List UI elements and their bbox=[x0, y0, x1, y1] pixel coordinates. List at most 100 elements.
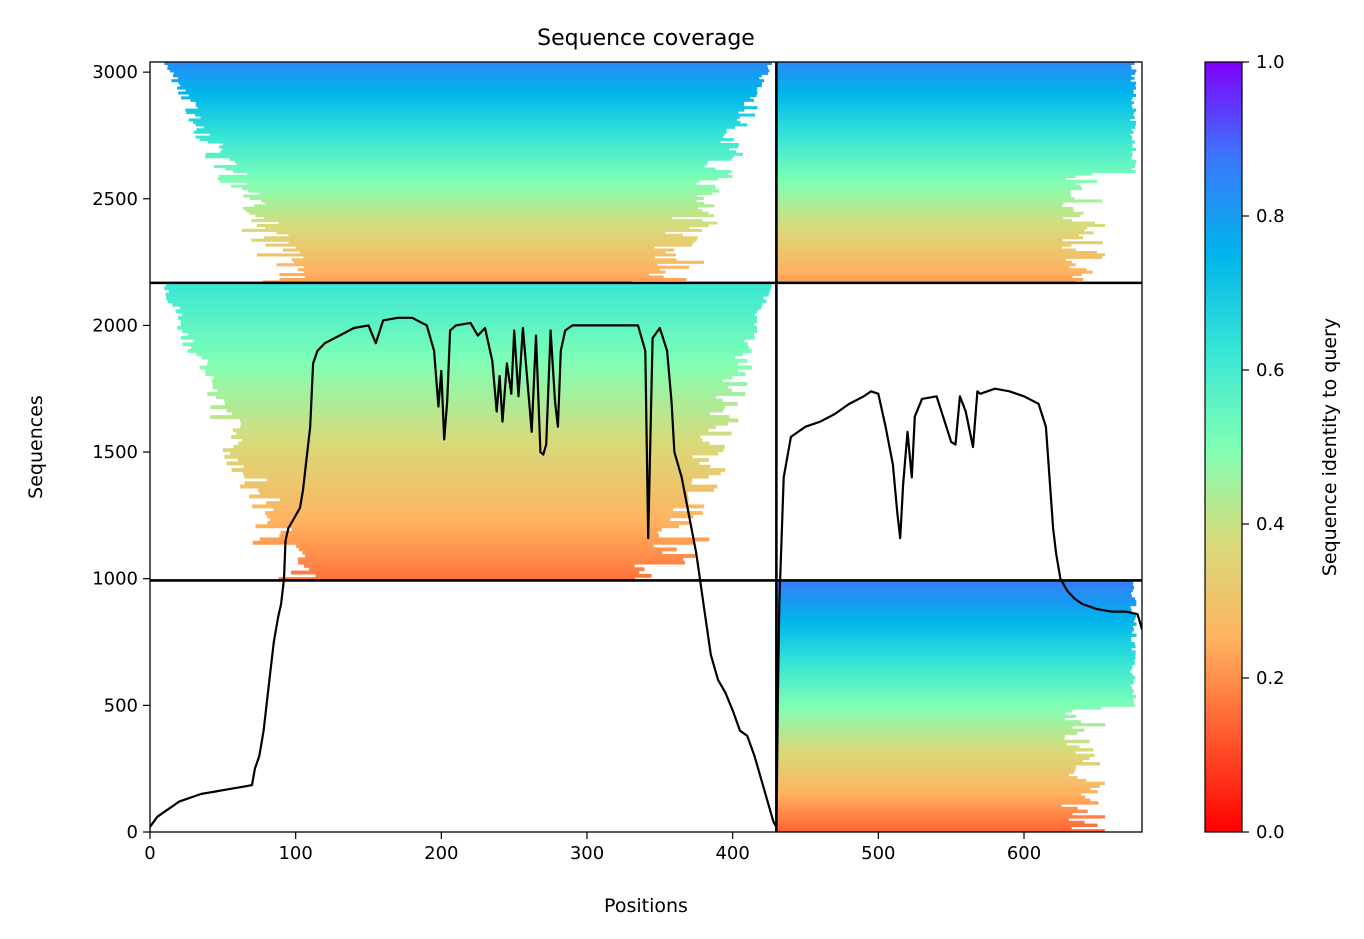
colorbar-tick-label: 0.2 bbox=[1256, 668, 1285, 689]
msa-band bbox=[236, 431, 732, 436]
msa-band bbox=[279, 497, 689, 502]
msa-band bbox=[776, 209, 1074, 213]
msa-band bbox=[776, 66, 1132, 70]
msa-band bbox=[210, 405, 726, 410]
msa-band bbox=[776, 695, 1137, 699]
msa-band bbox=[164, 62, 772, 66]
msa-band bbox=[193, 339, 745, 343]
msa-band bbox=[178, 76, 760, 80]
msa-band bbox=[291, 527, 662, 532]
msa-band bbox=[776, 189, 1071, 193]
msa-band bbox=[171, 79, 765, 83]
msa-band bbox=[776, 781, 1105, 786]
msa-band bbox=[217, 177, 719, 181]
msa-band bbox=[776, 111, 1135, 115]
msa-band bbox=[243, 471, 721, 476]
msa-band bbox=[776, 268, 1087, 272]
msa-band bbox=[776, 664, 1133, 668]
msa-band bbox=[257, 487, 715, 492]
msa-band bbox=[776, 258, 1067, 262]
msa-band bbox=[182, 312, 756, 317]
msa-band bbox=[217, 388, 732, 393]
msa-band bbox=[776, 187, 1082, 191]
msa-band bbox=[776, 76, 1135, 80]
msa-band bbox=[776, 206, 1074, 210]
msa-band bbox=[776, 81, 1137, 85]
msa-band bbox=[259, 537, 710, 542]
msa-band bbox=[236, 162, 708, 166]
msa-band bbox=[776, 108, 1137, 112]
msa-band bbox=[233, 444, 725, 449]
msa-band bbox=[259, 491, 688, 496]
msa-band bbox=[250, 196, 704, 201]
msa-band bbox=[776, 622, 1137, 626]
msa-band bbox=[297, 268, 660, 272]
msa-band bbox=[297, 557, 684, 562]
msa-band bbox=[776, 709, 1073, 713]
msa-band bbox=[776, 770, 1074, 774]
msa-band bbox=[776, 142, 1133, 147]
msa-band bbox=[276, 231, 666, 235]
msa-band bbox=[776, 243, 1072, 247]
msa-band bbox=[776, 167, 1132, 171]
colorbar-label: Sequence identity to query bbox=[1319, 318, 1341, 576]
msa-band bbox=[199, 365, 753, 370]
msa-band bbox=[776, 253, 1106, 257]
colorbar-ticks: 0.0 0.2 0.4 0.6 0.8 1.0 bbox=[1242, 52, 1285, 843]
msa-band bbox=[216, 395, 716, 400]
msa-band bbox=[229, 451, 719, 456]
msa-band bbox=[248, 189, 720, 193]
msa-band bbox=[776, 653, 1136, 657]
msa-band bbox=[776, 608, 1132, 612]
msa-band bbox=[776, 804, 1062, 808]
msa-band bbox=[776, 748, 1094, 752]
msa-band bbox=[776, 678, 1134, 682]
msa-band bbox=[776, 759, 1083, 763]
msa-band bbox=[776, 580, 1134, 584]
msa-band bbox=[177, 325, 757, 330]
msa-band bbox=[776, 101, 1134, 105]
msa-band bbox=[776, 250, 1098, 255]
x-tick-label: 200 bbox=[424, 843, 458, 864]
msa-band bbox=[212, 385, 728, 390]
y-tick-label: 2500 bbox=[92, 189, 138, 210]
msa-band bbox=[776, 750, 1076, 755]
msa-band bbox=[266, 477, 693, 482]
msa-band bbox=[195, 101, 744, 105]
msa-band bbox=[231, 434, 701, 439]
msa-band bbox=[776, 756, 1090, 760]
msa-band bbox=[207, 391, 746, 396]
msa-band bbox=[776, 130, 1134, 134]
msa-band bbox=[180, 322, 755, 327]
msa-band bbox=[776, 270, 1093, 274]
msa-band bbox=[226, 408, 724, 413]
msa-band bbox=[776, 192, 1071, 196]
msa-band bbox=[776, 231, 1094, 235]
msa-band bbox=[303, 255, 656, 259]
msa-band bbox=[303, 270, 666, 274]
msa-band bbox=[776, 647, 1132, 651]
y-tick-label: 3000 bbox=[92, 62, 138, 83]
msa-band bbox=[776, 106, 1133, 110]
msa-band bbox=[278, 221, 718, 225]
msa-band bbox=[178, 81, 762, 85]
msa-band bbox=[240, 421, 729, 426]
msa-band bbox=[776, 79, 1131, 83]
msa-band bbox=[776, 597, 1136, 601]
msa-band bbox=[276, 263, 658, 267]
msa-band bbox=[185, 88, 757, 93]
msa-band bbox=[776, 745, 1080, 749]
msa-band bbox=[776, 160, 1137, 164]
msa-band bbox=[776, 753, 1095, 758]
msa-band bbox=[278, 577, 635, 582]
msa-band bbox=[776, 764, 1076, 769]
y-tick-label: 500 bbox=[104, 695, 138, 716]
msa-band bbox=[776, 826, 1072, 830]
msa-band bbox=[776, 273, 1082, 277]
msa-band bbox=[295, 246, 655, 250]
msa-band bbox=[776, 731, 1078, 735]
msa-band bbox=[776, 627, 1134, 632]
msa-band bbox=[222, 448, 724, 453]
msa-band bbox=[166, 296, 764, 301]
